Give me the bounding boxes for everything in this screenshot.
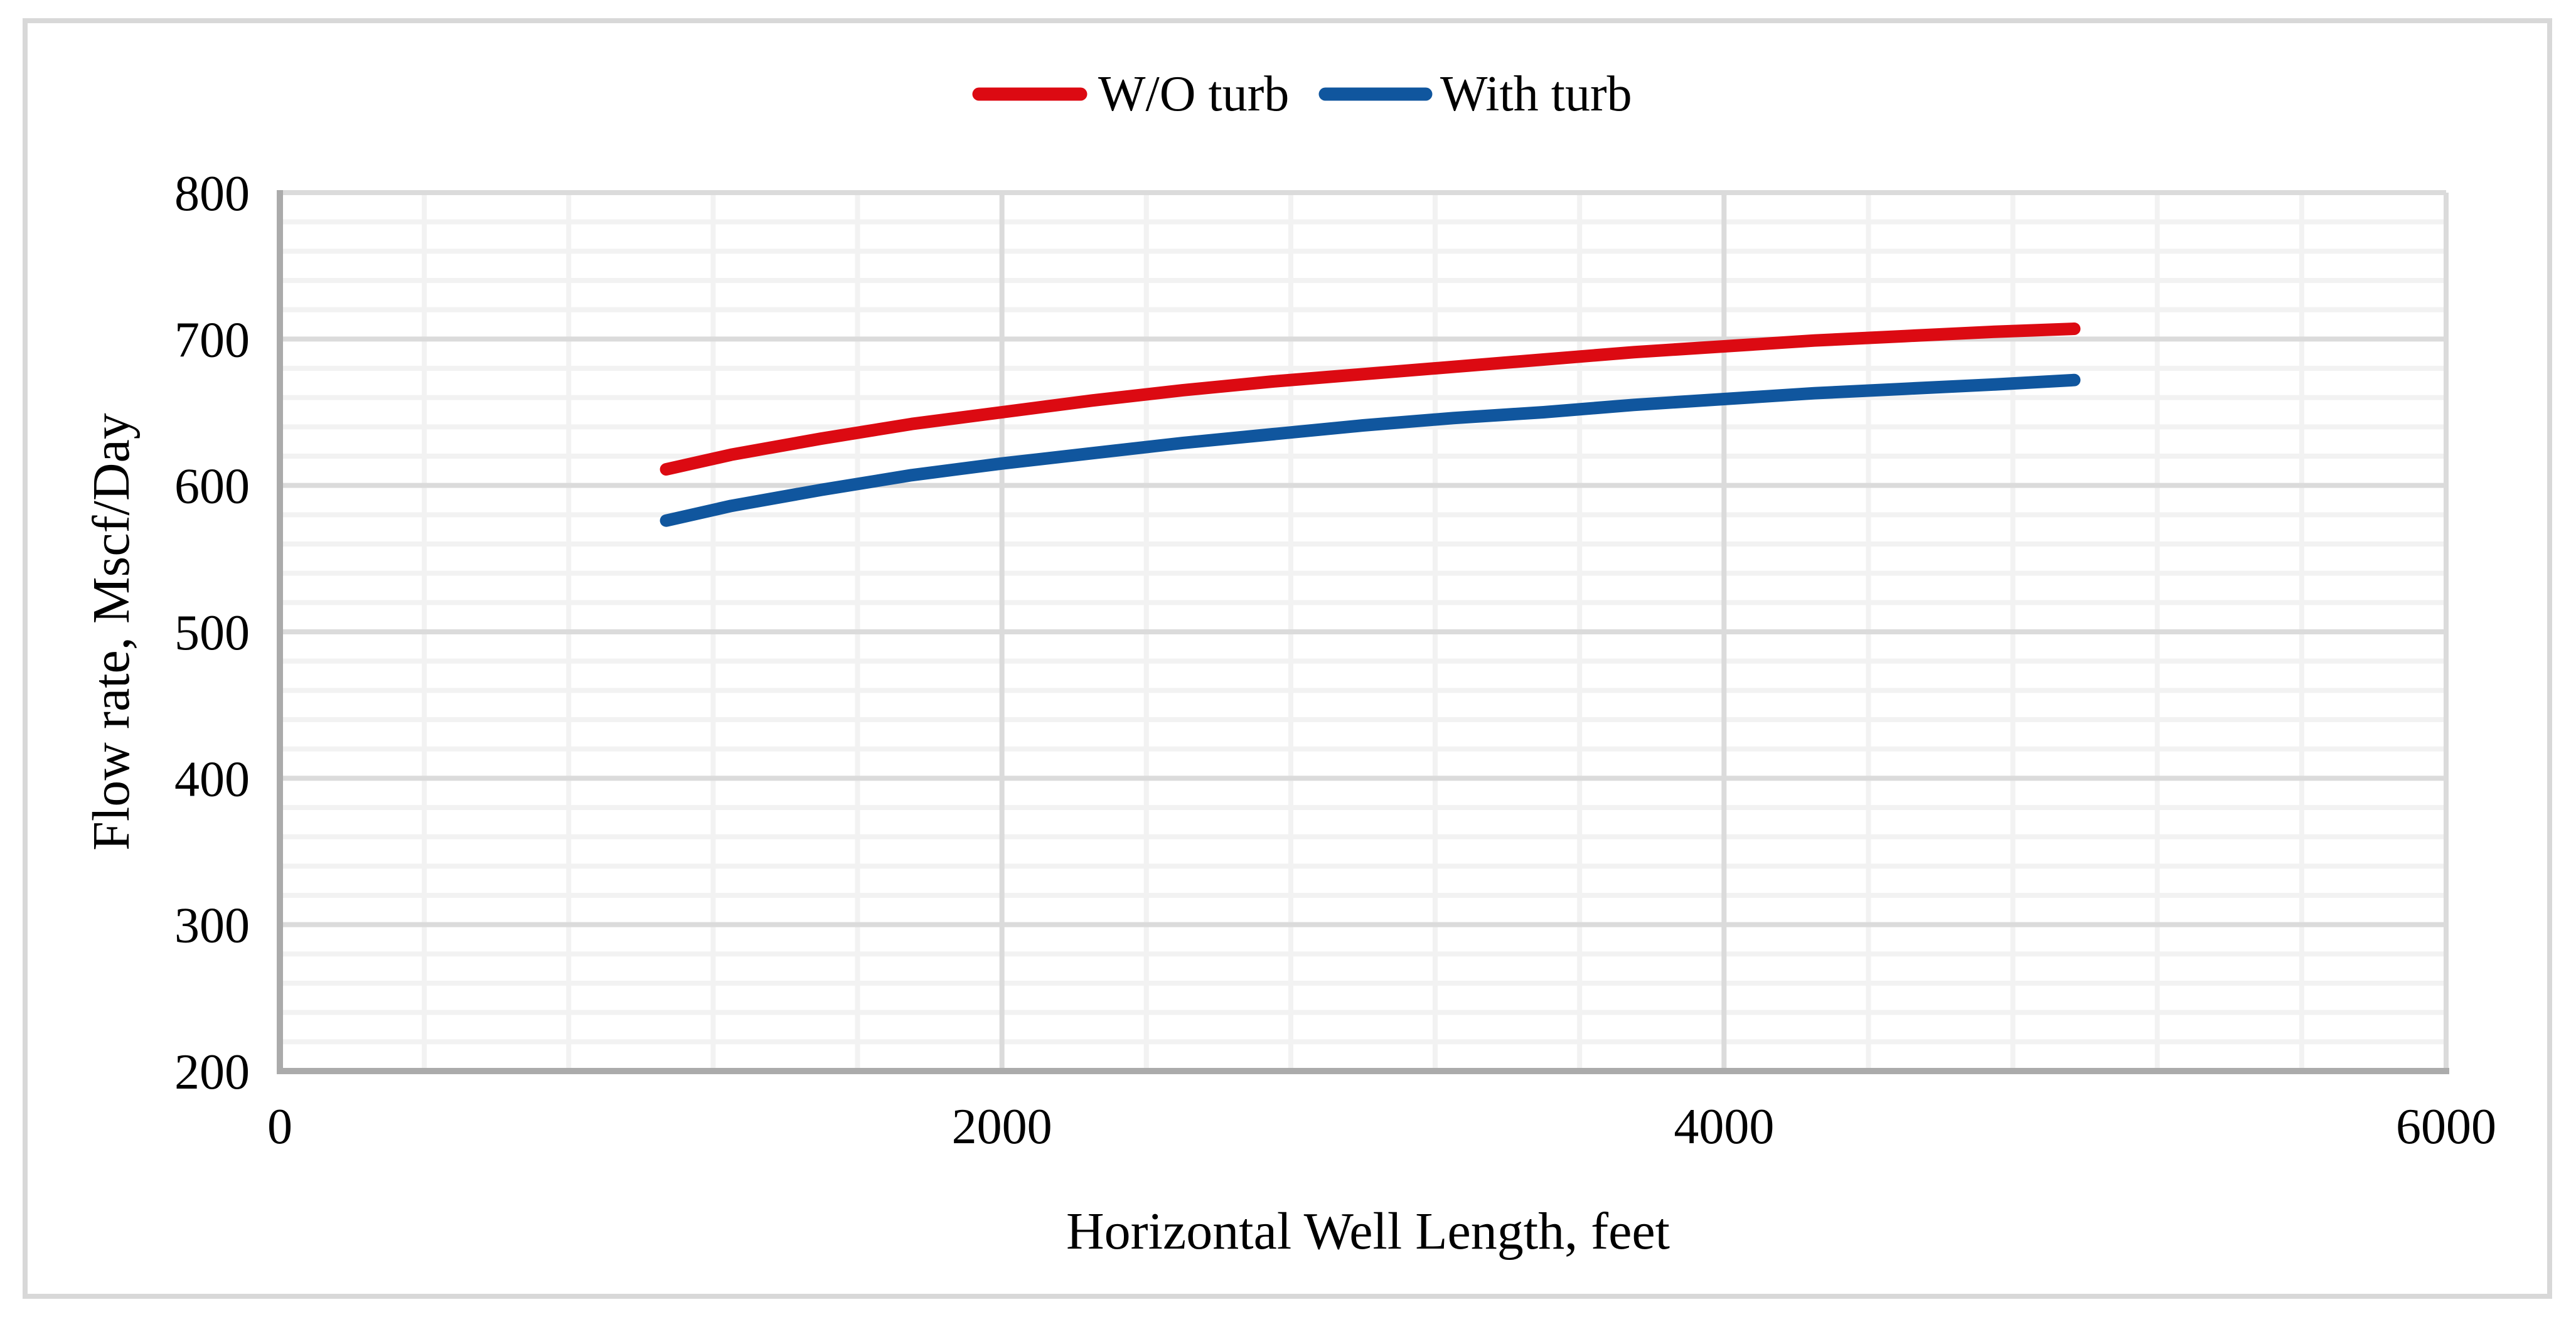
major-gridlines — [280, 190, 2449, 1071]
y-tick-label: 500 — [174, 605, 250, 661]
series-line-w-o-turb — [660, 323, 2081, 476]
data-series-lines — [660, 323, 2081, 527]
y-axis-tick-labels: 200 300 400 500 600 700 800 — [174, 166, 250, 1100]
y-tick-label: 700 — [174, 312, 250, 368]
y-tick-label: 800 — [174, 166, 250, 221]
y-tick-label: 600 — [174, 459, 250, 515]
x-tick-label: 0 — [267, 1099, 292, 1154]
y-axis-title: Flow rate, Mscf/Day — [82, 413, 141, 851]
x-tick-label: 6000 — [2396, 1099, 2496, 1154]
y-tick-label: 400 — [174, 752, 250, 807]
series-line-with-turb — [660, 373, 2081, 527]
x-tick-label: 4000 — [1674, 1099, 1774, 1154]
legend: W/O turb With turb — [972, 67, 1632, 122]
x-axis-title: Horizontal Well Length, feet — [1066, 1202, 1670, 1261]
x-tick-label: 2000 — [952, 1099, 1052, 1154]
x-axis-tick-labels: 0 2000 4000 6000 — [267, 1099, 2496, 1154]
legend-label-with-turb: With turb — [1440, 67, 1632, 122]
y-tick-label: 200 — [174, 1045, 250, 1100]
chart-frame — [23, 18, 2552, 1299]
legend-label-wo-turb: W/O turb — [1098, 67, 1289, 122]
y-tick-label: 300 — [174, 898, 250, 954]
axis-lines — [277, 190, 2449, 1074]
